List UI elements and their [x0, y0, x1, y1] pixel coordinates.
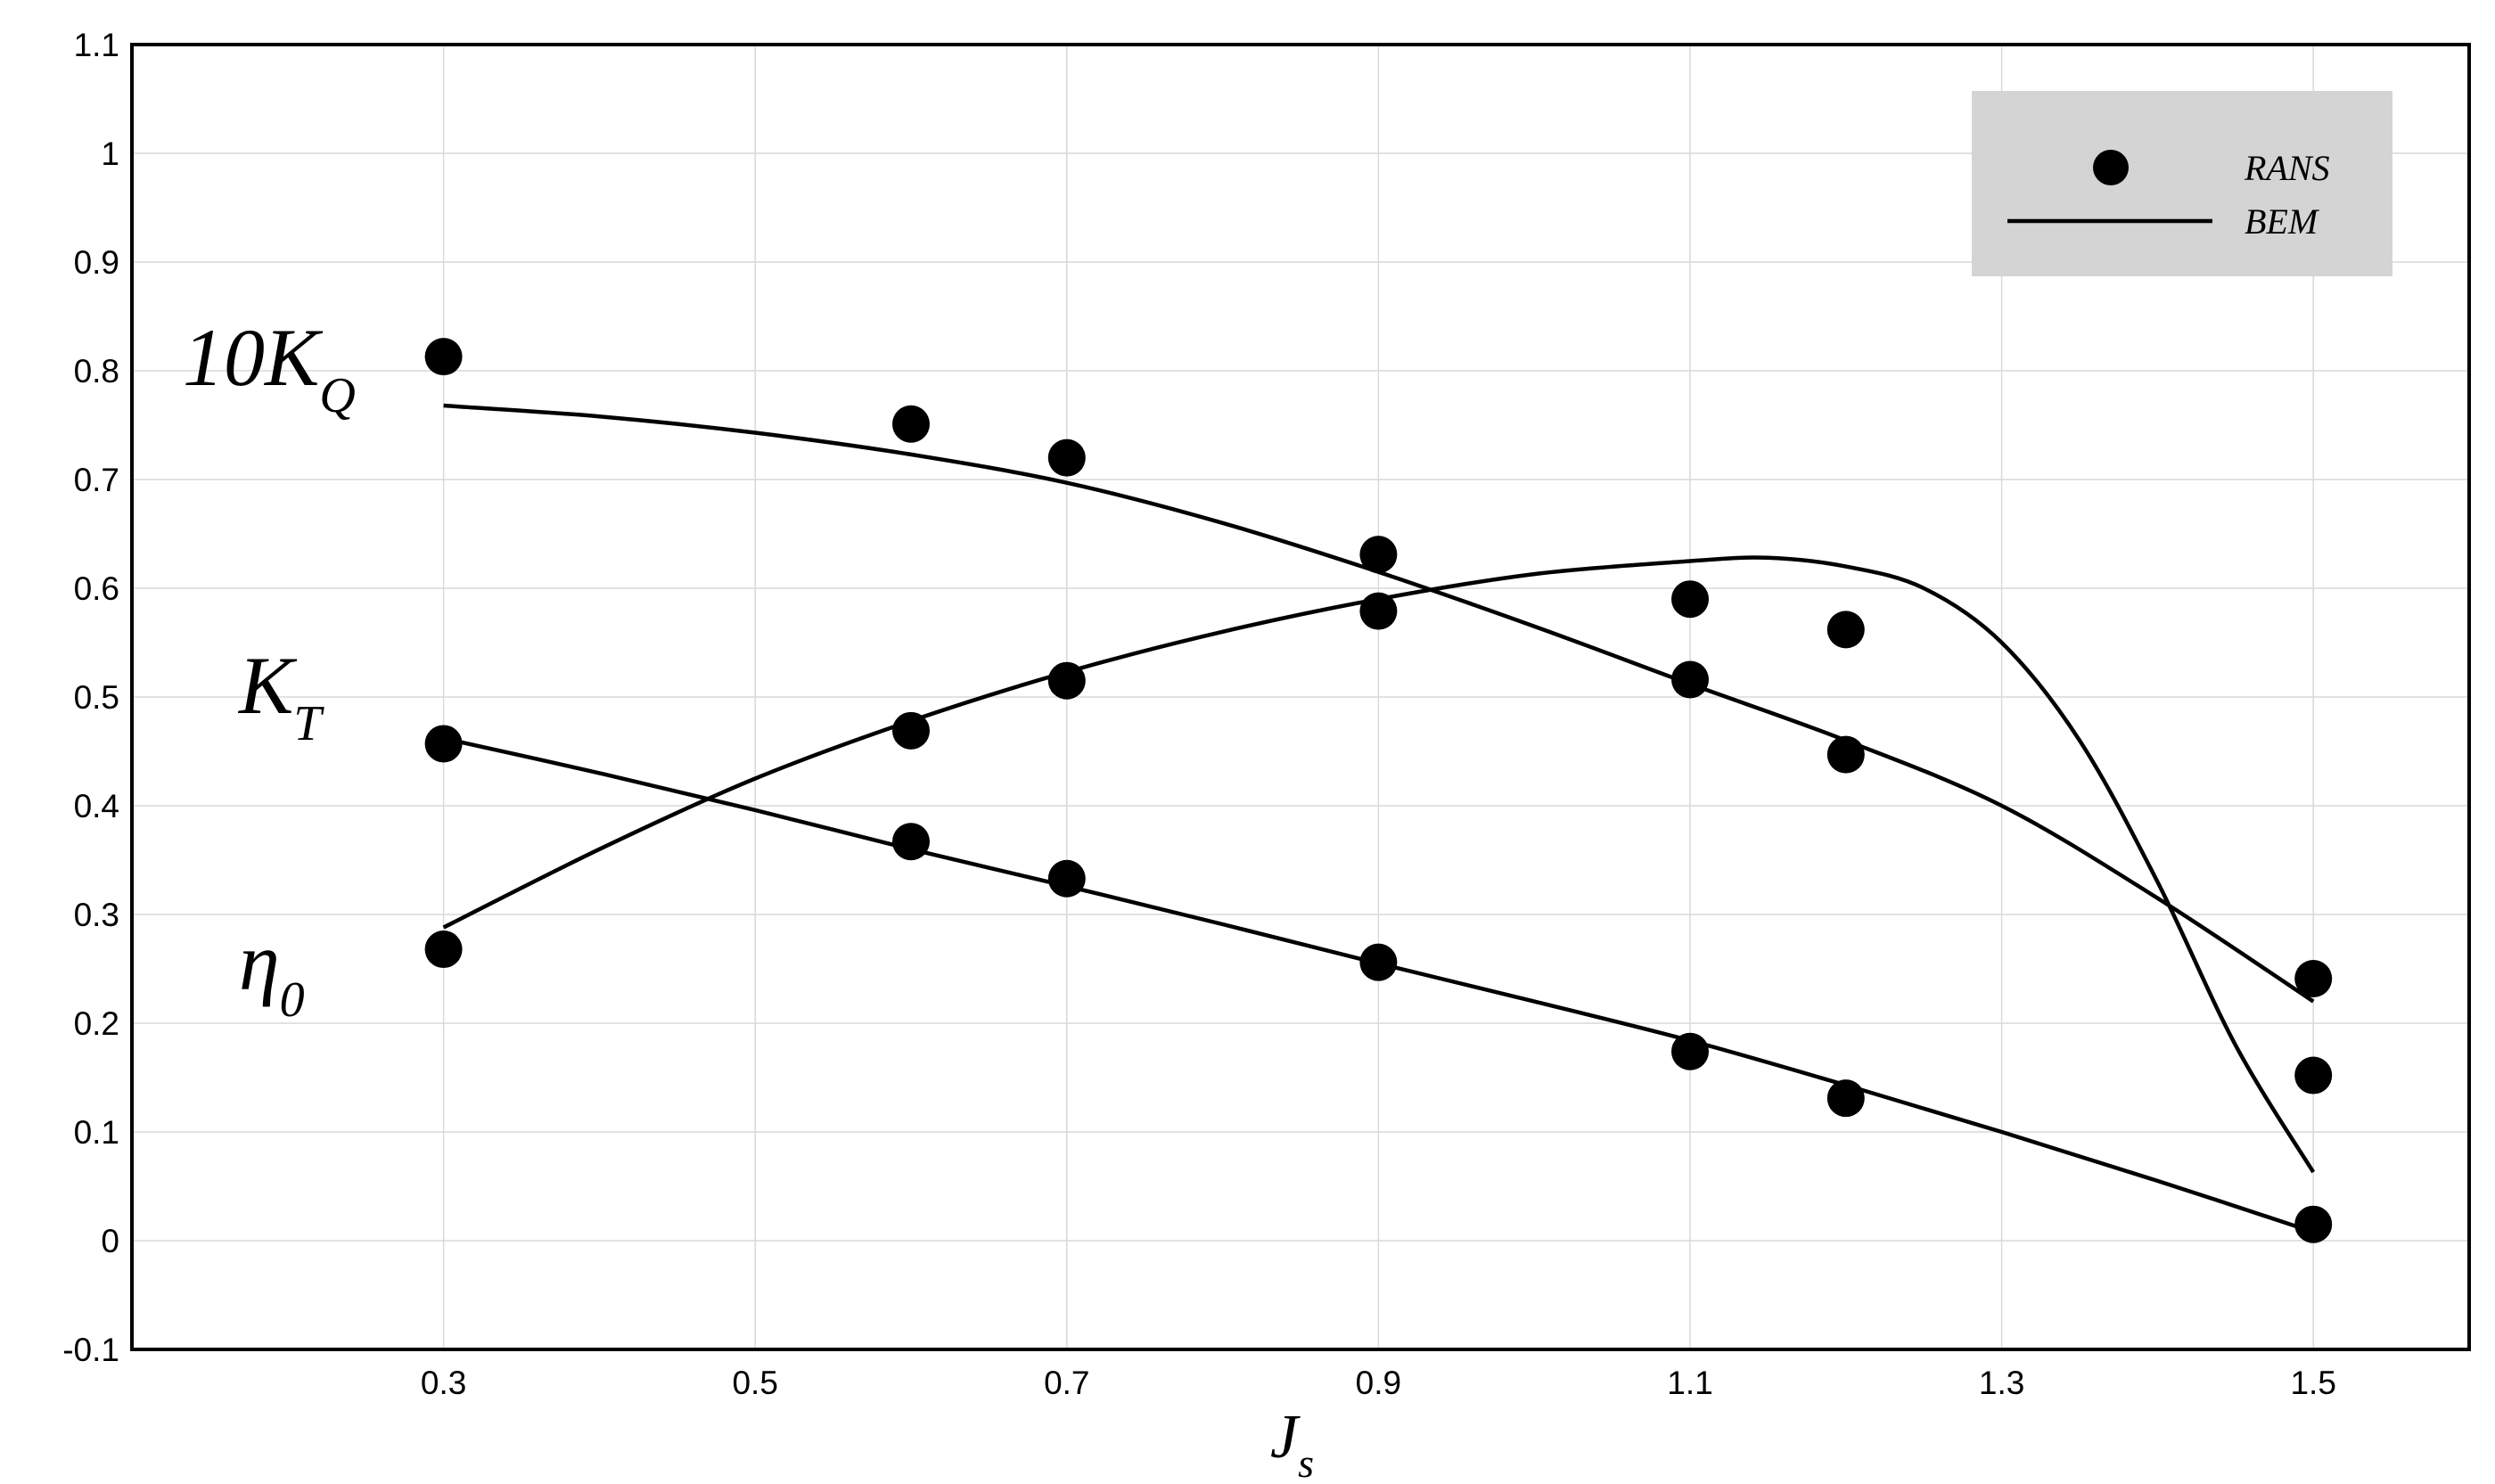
rans-point-10KQ [2294, 959, 2333, 997]
y-tick-label: 0.5 [74, 679, 119, 716]
x-tick-label: 1.1 [1667, 1365, 1712, 1401]
rans-point-eta0 [892, 711, 930, 750]
rans-point-KT [1359, 943, 1398, 981]
x-axis-label-main: J [1270, 1403, 1301, 1472]
y-tick-labels: -0.1 0 0.1 0.2 0.3 0.4 0.5 0.6 0.7 0.8 0.9 1 1.1 [62, 27, 119, 1368]
x-tick-label: 0.7 [1044, 1365, 1089, 1401]
legend-box [1972, 91, 2392, 276]
label-kt: KT [237, 640, 324, 751]
label-kt-sub: T [293, 696, 324, 751]
x-axis-label-sub: s [1298, 1440, 1314, 1484]
label-eta0-sub: 0 [280, 972, 305, 1028]
rans-point-10KQ [1671, 660, 1709, 699]
y-tick-label: 1 [101, 135, 119, 172]
rans-point-eta0 [2294, 1056, 2333, 1095]
label-eta0-main: η [239, 916, 280, 1007]
y-tick-label: 0.1 [74, 1114, 119, 1151]
bem-line-eta0 [442, 555, 2316, 1174]
rans-point-KT [1047, 859, 1086, 898]
y-tick-label: 0.4 [74, 788, 119, 824]
rans-point-KT [1671, 1032, 1709, 1070]
x-tick-label: 1.3 [1979, 1365, 2024, 1401]
x-tick-label: 1.5 [2290, 1365, 2335, 1401]
legend-rans-marker [2093, 150, 2129, 185]
rans-point-10KQ [1047, 439, 1086, 477]
y-tick-label: -0.1 [62, 1332, 119, 1368]
legend-rans-label: RANS [2244, 148, 2330, 188]
rans-point-KT [1826, 1079, 1865, 1118]
y-tick-label: 0.7 [74, 462, 119, 498]
y-tick-label: 1.1 [74, 27, 119, 63]
label-10kq-main: 10K [183, 312, 324, 403]
rans-point-eta0 [1359, 592, 1398, 630]
rans-point-eta0 [1826, 611, 1865, 649]
y-tick-label: 0.9 [74, 244, 119, 281]
plot-frame [130, 43, 2471, 1351]
label-10kq: 10KQ [183, 312, 356, 423]
rans-point-eta0 [1047, 661, 1086, 700]
rans-point-10KQ [424, 338, 463, 376]
rans-point-KT [2294, 1205, 2333, 1243]
rans-point-KT [892, 823, 930, 861]
legend: RANS BEM [1972, 91, 2392, 276]
y-tick-label: 0.6 [74, 570, 119, 607]
label-eta0: η0 [239, 916, 305, 1028]
rans-point-KT [424, 725, 463, 763]
legend-bem-label: BEM [2245, 201, 2320, 242]
x-tick-label: 0.3 [421, 1365, 466, 1401]
rans-point-10KQ [1826, 735, 1865, 774]
rans-point-10KQ [892, 405, 930, 443]
y-tick-label: 0.8 [74, 353, 119, 389]
rans-point-eta0 [1671, 580, 1709, 619]
x-axis-label: Js [1270, 1403, 1314, 1484]
rans-point-10KQ [1359, 536, 1398, 574]
x-tick-labels: 0.3 0.5 0.7 0.9 1.1 1.3 1.5 [421, 1365, 2336, 1401]
rans-points [424, 338, 2333, 1243]
x-tick-label: 0.9 [1356, 1365, 1401, 1401]
label-10kq-sub: Q [319, 368, 355, 423]
rans-point-eta0 [424, 931, 463, 969]
y-tick-label: 0.2 [74, 1005, 119, 1042]
x-tick-label: 0.5 [732, 1365, 777, 1401]
y-tick-label: 0 [101, 1223, 119, 1259]
label-kt-main: K [237, 640, 298, 731]
y-tick-label: 0.3 [74, 897, 119, 933]
